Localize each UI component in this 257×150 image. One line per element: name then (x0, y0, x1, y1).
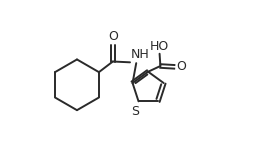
Text: NH: NH (131, 48, 149, 61)
Text: HO: HO (150, 40, 169, 53)
Text: O: O (108, 30, 118, 43)
Text: O: O (176, 60, 186, 72)
Text: S: S (132, 105, 140, 118)
